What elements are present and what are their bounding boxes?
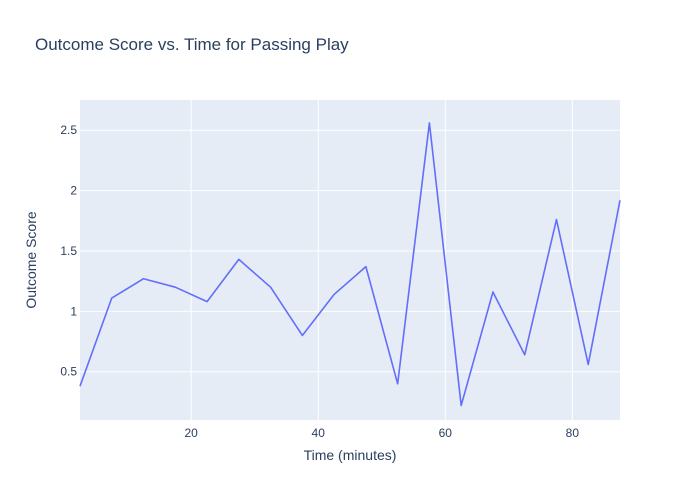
series-line <box>79 122 621 407</box>
series-layer <box>79 122 621 407</box>
x-tick-label: 40 <box>312 426 326 440</box>
x-tick-labels: 20 40 60 80 <box>184 426 579 440</box>
x-tick-label: 60 <box>439 426 453 440</box>
y-tick-label: 0.5 <box>60 365 77 379</box>
x-tick-label: 80 <box>566 426 580 440</box>
y-tick-label: 1 <box>70 304 77 318</box>
y-tick-label: 2 <box>70 184 77 198</box>
y-tick-labels: 0.5 1 1.5 2 2.5 <box>60 123 77 379</box>
x-tick-label: 20 <box>184 426 198 440</box>
y-tick-label: 2.5 <box>60 123 77 137</box>
y-axis-title: Outcome Score <box>23 211 39 308</box>
chart-title: Outcome Score vs. Time for Passing Play <box>35 35 349 54</box>
x-axis-title: Time (minutes) <box>304 447 397 463</box>
y-gridlines <box>80 129 620 373</box>
y-tick-label: 1.5 <box>60 244 77 258</box>
plot-area <box>80 100 620 420</box>
